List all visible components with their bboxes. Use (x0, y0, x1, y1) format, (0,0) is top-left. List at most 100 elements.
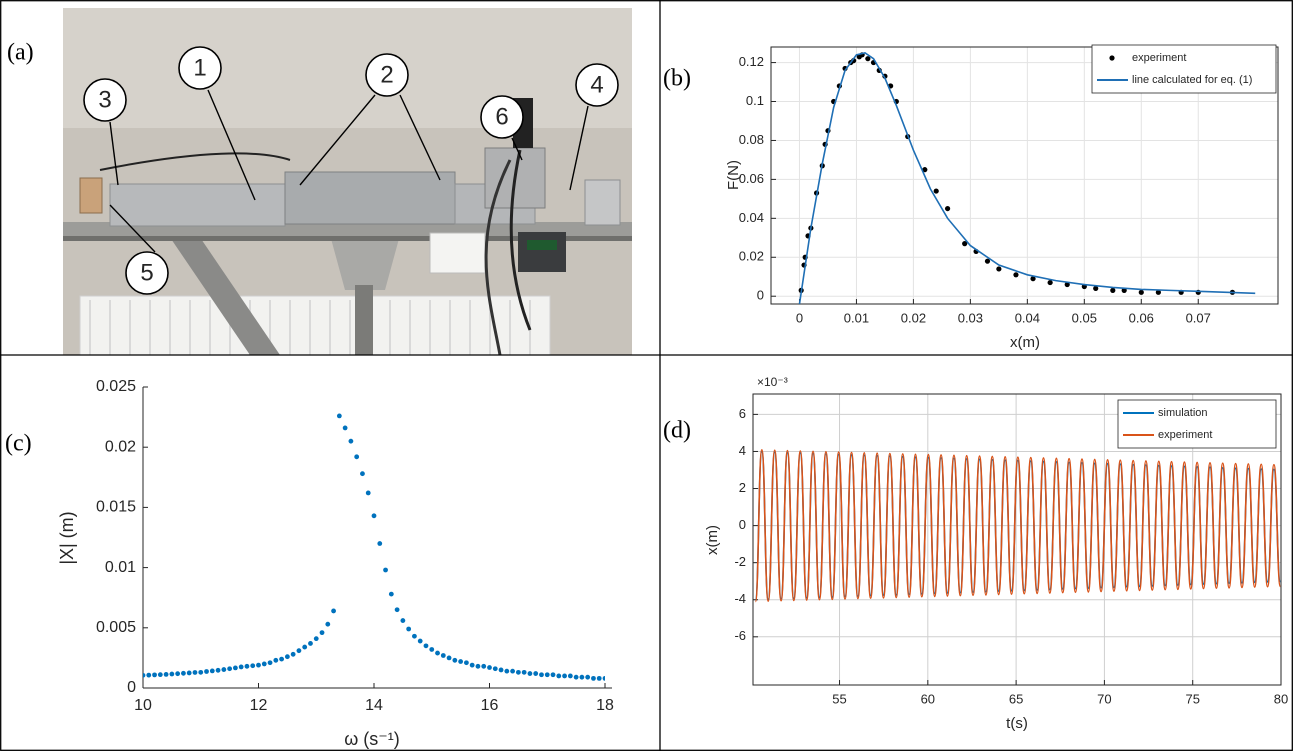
x-tick-label: 65 (1009, 691, 1023, 706)
point (233, 665, 238, 671)
panel-label: (b) (663, 66, 691, 92)
x-tick-label: 14 (365, 697, 383, 714)
legend-box (1091, 44, 1277, 94)
y-tick-label: 0.02 (105, 438, 136, 455)
point (1064, 281, 1070, 288)
legend-symbol (1109, 55, 1115, 61)
plot-area (754, 448, 1281, 603)
y-tick-label: 4 (739, 443, 746, 458)
point (984, 258, 991, 264)
callout: 3 (98, 86, 111, 113)
point (192, 670, 198, 675)
x-tick-label: 10 (134, 697, 152, 714)
point (360, 471, 365, 477)
point (198, 669, 204, 675)
point (256, 662, 261, 668)
x-tick-label: 0.07 (1186, 310, 1211, 325)
point (169, 671, 175, 677)
legend-label: experiment (1158, 429, 1212, 441)
y-tick-label: 6 (739, 406, 746, 421)
point (556, 673, 562, 679)
point (308, 641, 313, 646)
point (383, 567, 388, 573)
point (933, 188, 939, 194)
point (175, 671, 181, 677)
x-tick-label: 0.05 (1072, 310, 1097, 325)
y-tick-label: 0.06 (739, 171, 764, 186)
y-multiplier: ×10⁻³ (757, 375, 788, 389)
point (498, 667, 504, 673)
callout-circles (83, 46, 619, 295)
callout-leaders (109, 89, 589, 253)
y-tick-label: 0.08 (739, 132, 764, 147)
x-tick-label: 18 (596, 697, 614, 714)
point (458, 659, 464, 664)
point (962, 241, 968, 247)
point (377, 541, 383, 546)
y-tick-label: 0.1 (746, 93, 764, 108)
point (527, 671, 533, 676)
series-line (798, 51, 1256, 304)
point (331, 608, 336, 614)
point (1047, 279, 1053, 286)
point (423, 643, 429, 649)
x-tick-label: 75 (1185, 691, 1199, 706)
point (406, 626, 412, 632)
callout: 5 (140, 259, 153, 286)
point (944, 205, 951, 212)
point (342, 425, 348, 431)
point (238, 664, 244, 670)
x-tick-label: 60 (921, 691, 935, 706)
point (244, 663, 250, 669)
point (181, 670, 186, 676)
x-tick-label: 0.01 (844, 310, 869, 325)
point (267, 660, 273, 666)
photo (63, 8, 632, 355)
point (279, 656, 284, 662)
point (1030, 276, 1036, 282)
x-tick-label: 80 (1274, 691, 1288, 706)
point (163, 671, 169, 677)
point (440, 653, 446, 658)
point (539, 672, 544, 678)
x-tick-label: 16 (481, 697, 499, 714)
point (585, 674, 591, 680)
x-tick-label: 70 (1097, 691, 1111, 706)
callout: 1 (193, 54, 206, 81)
point (221, 667, 227, 672)
point (1093, 285, 1099, 292)
point (464, 660, 469, 666)
x-axis-label: ω (s⁻¹) (344, 729, 400, 749)
point (394, 607, 400, 613)
point (261, 661, 267, 667)
point (152, 672, 157, 678)
y-tick-label: 0.005 (96, 619, 136, 636)
point (313, 636, 319, 642)
point (596, 675, 602, 681)
point (922, 167, 928, 173)
point (562, 673, 567, 679)
panel-label: (c) (5, 431, 32, 457)
point (602, 675, 605, 681)
point (521, 669, 527, 675)
point (1138, 289, 1144, 295)
point (481, 663, 487, 669)
y-tick-label: 2 (739, 480, 746, 495)
point (579, 674, 585, 680)
point (209, 668, 215, 674)
y-tick-label: -6 (734, 628, 746, 643)
point (273, 657, 279, 663)
y-tick-label: 0 (127, 679, 136, 696)
point (336, 413, 342, 419)
y-tick-label: 0.04 (739, 210, 764, 225)
point (400, 618, 406, 623)
point (290, 651, 296, 657)
point (157, 672, 163, 678)
point (446, 655, 452, 661)
point (567, 673, 573, 679)
point (504, 668, 510, 674)
x-tick-label: 55 (832, 691, 846, 706)
x-tick-label: 0.03 (958, 310, 983, 325)
